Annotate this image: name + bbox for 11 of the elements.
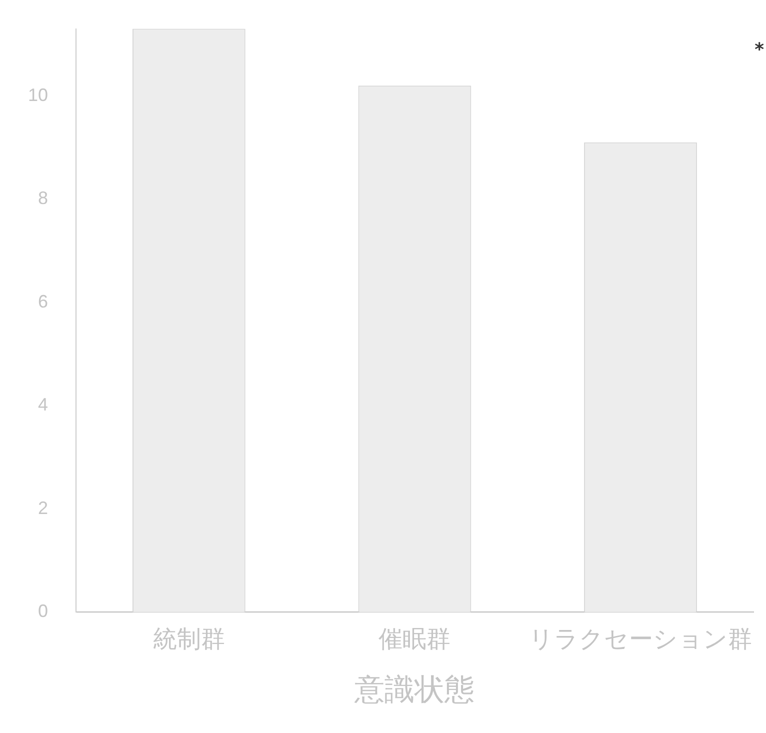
x-tick-label: 催眠群 <box>378 626 451 654</box>
y-tick-label: 0 <box>38 601 48 622</box>
y-tick-label: 6 <box>38 291 48 312</box>
x-tick-label: 統制群 <box>152 626 225 654</box>
x-tick-label: リラクセーション群 <box>529 626 752 654</box>
text: * <box>754 40 765 61</box>
y-tick-label: 4 <box>38 394 48 415</box>
y-tick-label: 2 <box>38 498 48 518</box>
y-tick-label: 10 <box>28 84 48 105</box>
y-tick-label: 8 <box>38 188 48 208</box>
x-axis-title: 意識状態 <box>354 673 475 706</box>
